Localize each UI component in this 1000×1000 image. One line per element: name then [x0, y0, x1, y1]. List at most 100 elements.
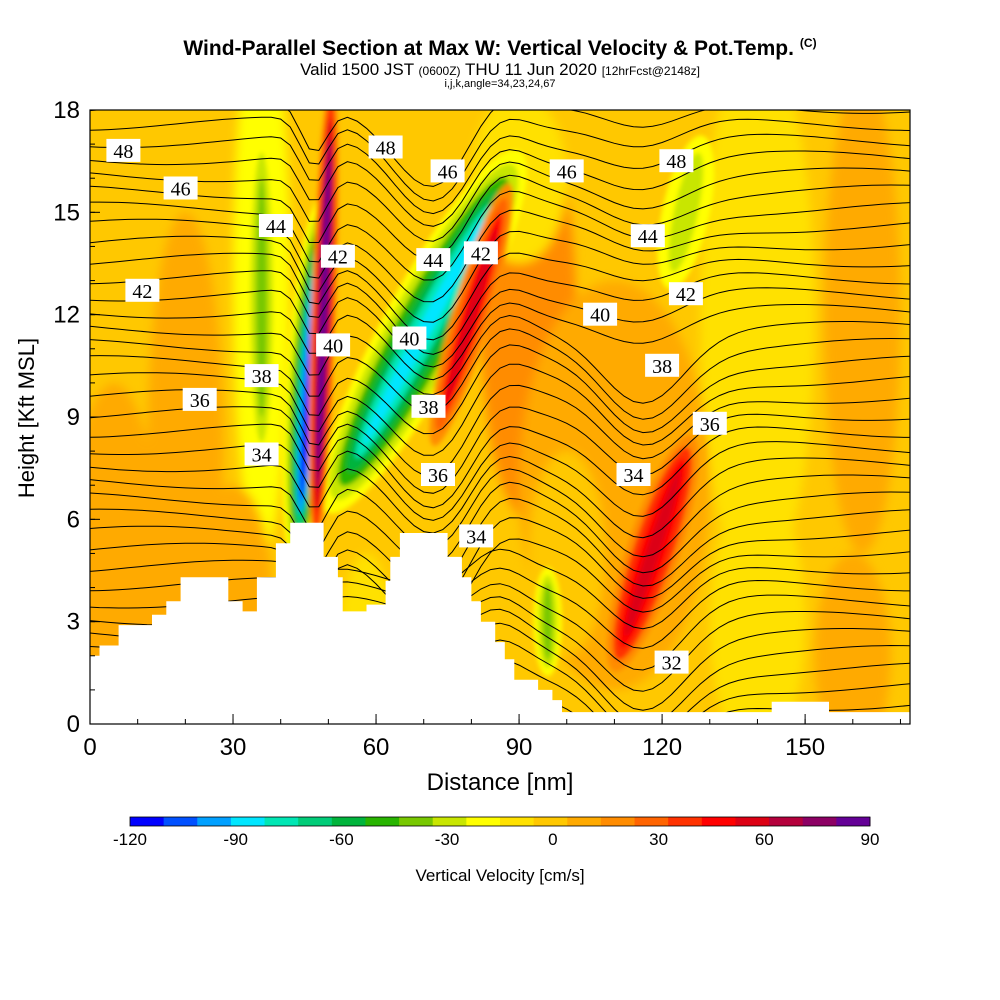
- colorbar-swatch: [668, 817, 703, 826]
- section-indices: i,j,k,angle=34,23,24,67: [0, 78, 1000, 90]
- contour-label-box: [459, 524, 494, 548]
- x-tick-label: 60: [363, 734, 390, 761]
- colorbar-swatch: [802, 817, 837, 826]
- theta-contour-line: [90, 314, 910, 404]
- theta-contour-line: [90, 209, 910, 303]
- contour-label-text: 44: [266, 216, 286, 238]
- colorbar-swatch: [735, 817, 770, 826]
- contour-label: 40: [316, 333, 351, 357]
- terrain-profile: [90, 522, 910, 724]
- colorbar-swatch: [769, 817, 804, 826]
- contour-label: 36: [692, 411, 727, 436]
- contour-label: 42: [125, 278, 160, 303]
- y-tick-label: 18: [53, 97, 80, 124]
- theta-contour-line: [90, 252, 910, 341]
- contour-label-text: 34: [624, 465, 644, 487]
- theta-contour-line: [90, 441, 910, 521]
- contour-label: 36: [421, 463, 455, 487]
- contour-label-box: [316, 333, 351, 357]
- contour-label-text: 38: [419, 397, 439, 419]
- y-tick-label: 3: [67, 609, 80, 636]
- contour-label-text: 36: [428, 465, 448, 487]
- contour-label: 46: [163, 176, 198, 201]
- contour-label-text: 46: [171, 179, 191, 201]
- contour-label-text: 42: [676, 284, 696, 306]
- contour-label: 46: [549, 159, 584, 183]
- contour-label-box: [645, 353, 680, 377]
- theta-contour-line: [90, 287, 910, 368]
- contour-label-box: [244, 442, 279, 466]
- contour-label-box: [368, 135, 403, 159]
- contour-label-box: [463, 241, 498, 265]
- contour-labels: 48 46 44 42 42 40 38 36 34 48 46 44 42 40 38 36 34 46 48 44…: [106, 135, 727, 675]
- colorbar-swatch: [533, 817, 568, 826]
- contour-label-box: [392, 326, 427, 350]
- colorbar-tick-label: 90: [861, 830, 880, 849]
- colorbar-swatch: [130, 817, 165, 826]
- chart-subtitle: Valid 1500 JST (0600Z) THU 11 Jun 2020 […: [0, 60, 1000, 80]
- contour-label: 48: [106, 138, 141, 163]
- x-tick-label: 30: [220, 734, 247, 761]
- indices-text: i,j,k,angle=34,23,24,67: [444, 78, 556, 90]
- theta-contour-line: [90, 161, 910, 242]
- colorbar-swatch: [298, 817, 333, 826]
- theta-contour-line: [90, 481, 910, 574]
- contour-label-text: 46: [438, 161, 458, 183]
- velocity-patch: [824, 110, 901, 554]
- contour-label: 40: [583, 302, 618, 327]
- contour-label: 34: [616, 463, 651, 487]
- contour-label-box: [630, 224, 665, 248]
- contour-label: 40: [392, 326, 427, 351]
- colorbar-swatch: [701, 817, 736, 826]
- x-tick-label: 150: [785, 734, 825, 761]
- contour-label-text: 48: [113, 141, 133, 163]
- y-axis-label: Height [Kft MSL]: [14, 338, 39, 498]
- contour-label-box: [549, 159, 584, 183]
- colorbar-swatch: [365, 817, 400, 826]
- y-tick-label: 9: [67, 404, 80, 431]
- theta-contour-line: [90, 423, 910, 509]
- contour-label-box: [258, 214, 293, 237]
- theta-contour-line: [90, 468, 910, 558]
- contour-label-text: 40: [399, 329, 419, 351]
- colorbar-tick-label: -90: [223, 830, 248, 849]
- contour-label: 48: [368, 135, 403, 160]
- contour-label-box: [182, 387, 217, 411]
- theta-contour-line: [90, 133, 910, 215]
- colorbar-swatch: [432, 817, 467, 826]
- contour-label-box: [668, 282, 703, 306]
- colorbar-swatch: [600, 817, 636, 826]
- contour-label-text: 38: [652, 356, 672, 378]
- colorbar-swatch: [500, 817, 535, 826]
- colorbar-swatch: [567, 817, 602, 826]
- contour-label-text: 48: [666, 151, 686, 173]
- colorbar-tick-label: 0: [548, 830, 557, 849]
- contour-label-box: [430, 159, 465, 183]
- theta-contour-line: [90, 174, 910, 260]
- contour-label-text: 34: [466, 526, 486, 548]
- contour-label: 42: [463, 241, 498, 265]
- colorbar-swatch: [197, 817, 232, 826]
- theta-contour-line: [90, 344, 910, 435]
- valid-time: Valid 1500 JST: [300, 60, 414, 79]
- theta-contour-line: [90, 455, 910, 539]
- theta-contour-line: [90, 363, 910, 456]
- contour-label-text: 42: [328, 247, 348, 269]
- contour-label-box: [106, 138, 141, 162]
- contour-label-box: [244, 364, 279, 388]
- colorbar-frame: [129, 816, 871, 827]
- contour-label: 44: [416, 248, 451, 272]
- contour-label-text: 40: [323, 335, 343, 357]
- contour-label-box: [421, 463, 455, 486]
- colorbar-tick-label: 60: [755, 830, 774, 849]
- contour-label: 38: [645, 353, 680, 378]
- forecast-info: [12hrFcst@2148z]: [601, 64, 700, 78]
- theta-contour-line: [90, 548, 910, 630]
- theta-contour-line: [90, 302, 910, 381]
- contour-label-text: 38: [252, 366, 272, 388]
- contour-label-box: [320, 244, 355, 268]
- colorbar-tick-label: -120: [113, 830, 147, 849]
- copyright-mark: (C): [799, 36, 817, 50]
- theta-contour-line: [90, 328, 910, 420]
- y-tick-label: 0: [67, 711, 80, 738]
